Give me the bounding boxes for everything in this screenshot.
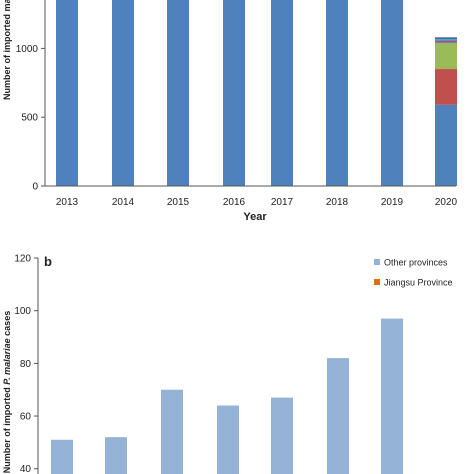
y-tick-label: 40 [20,464,32,474]
x-tick-label: 2014 [112,197,135,208]
y-tick-label: 0 [32,182,38,193]
bar-segment [326,0,348,186]
bar [105,437,127,474]
bar-segment [435,42,457,70]
y-tick-label: 60 [20,412,32,423]
x-tick-label: 2015 [167,197,190,208]
x-tick-label: 2020 [435,197,458,208]
y-axis-title: Number of imported mala [2,0,12,100]
x-axis-title: Year [243,211,267,223]
x-tick-label: 2016 [223,197,246,208]
bar-segment [223,0,245,186]
y-axis-title-part: cases [2,311,12,339]
legend-label: Other provinces [384,258,448,268]
legend-swatch [374,279,380,285]
y-tick-label: 500 [21,113,38,124]
bar-segment [435,104,457,186]
bar [161,389,183,474]
y-tick-label: 80 [20,359,32,370]
bar-segment [435,69,457,105]
legend-label: Jiangsu Province [384,278,453,288]
bar [327,358,349,474]
bar [271,397,293,474]
bar-segment [435,37,457,39]
y-axis-title-part: P. malariae [2,338,12,384]
bar-segment [271,0,293,186]
bar-segment [381,0,403,186]
panel-label: b [44,254,52,269]
bar-segment [167,0,189,186]
x-tick-label: 2019 [381,197,404,208]
y-tick-label: 120 [14,254,31,265]
bar-segment [112,0,134,186]
bar [51,439,73,474]
bar [381,318,403,474]
legend-swatch [374,259,380,265]
bar-segment [435,38,457,41]
bar-segment [56,0,78,186]
y-tick-label: 1000 [16,44,39,55]
bar [217,405,239,474]
bar-segment [435,40,457,43]
x-tick-label: 2017 [271,197,294,208]
y-axis-title: Number of imported P. malariae cases [2,311,12,473]
x-tick-label: 2013 [56,197,79,208]
y-tick-label: 100 [14,306,31,317]
x-tick-label: 2018 [326,197,349,208]
y-axis-title-part: Number of imported [2,385,12,474]
